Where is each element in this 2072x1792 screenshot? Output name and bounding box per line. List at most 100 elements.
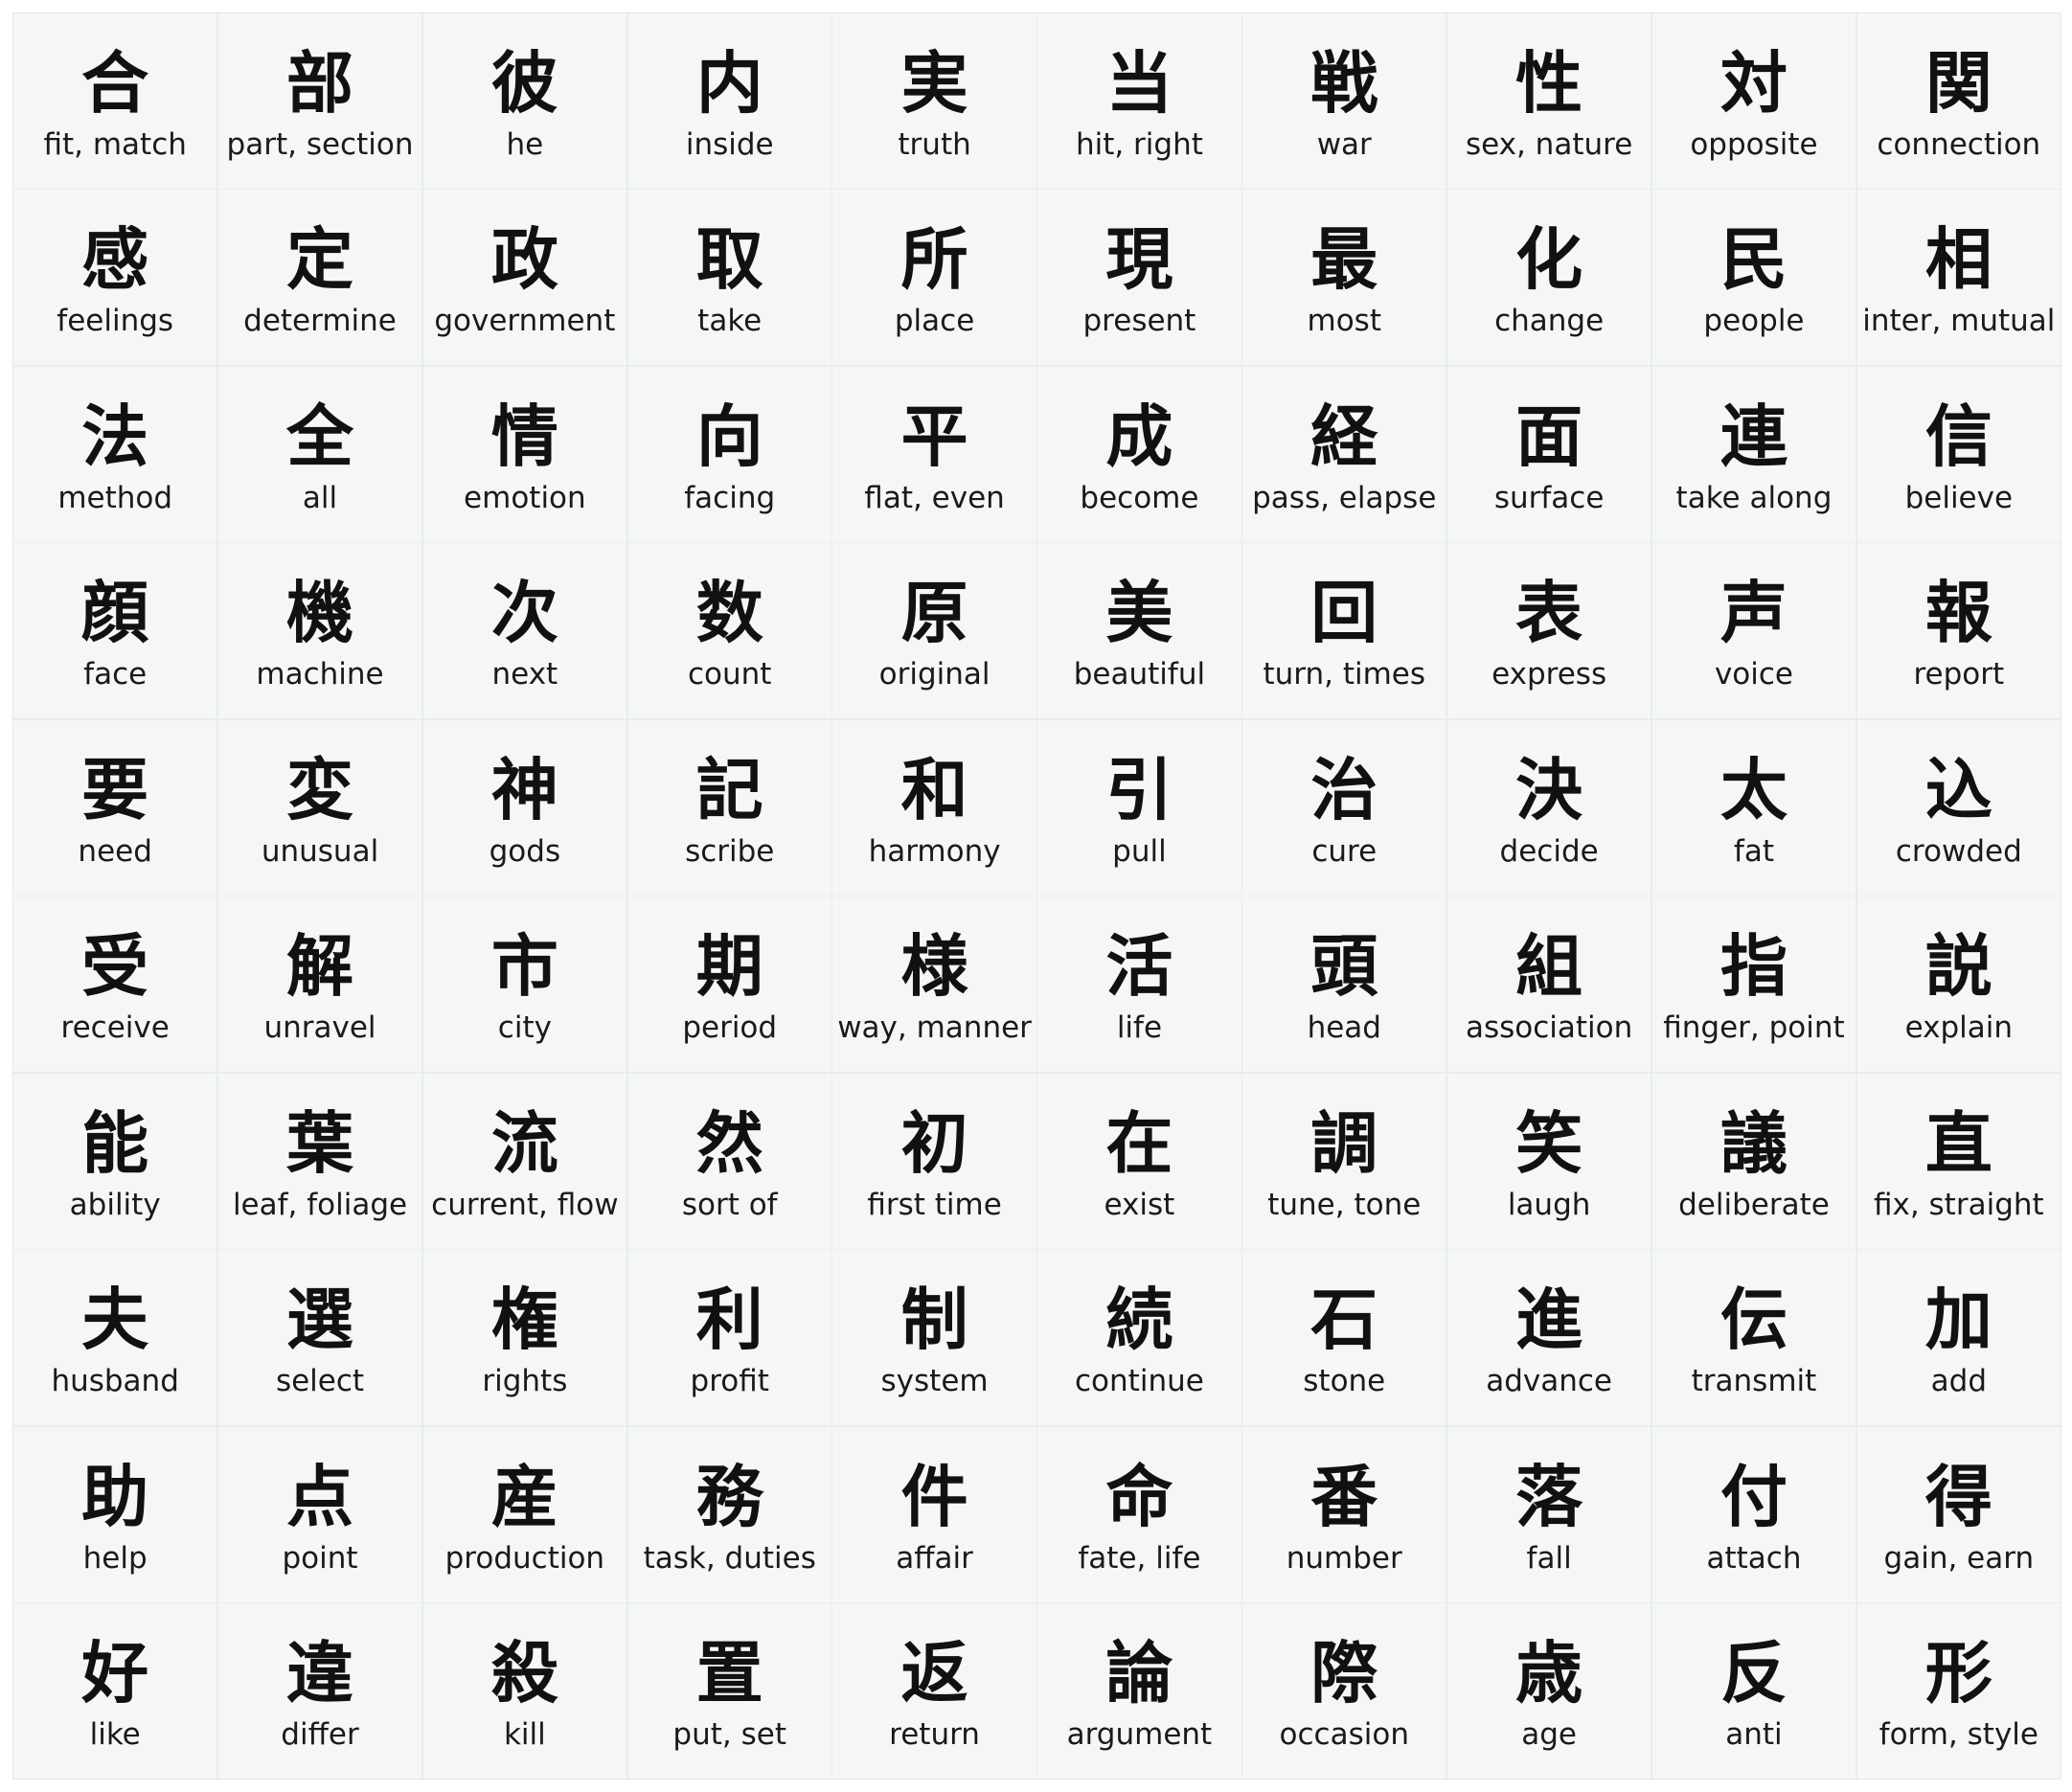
kanji-card: 関 connection [1856, 13, 2061, 189]
kanji-card: 彼 he [422, 13, 627, 189]
kanji-card: 変 unusual [217, 719, 422, 896]
kanji-meaning: argument [1066, 1717, 1213, 1753]
kanji-meaning: help [82, 1540, 148, 1576]
kanji-character: 要 [81, 750, 149, 829]
kanji-card: 頭 head [1242, 896, 1446, 1073]
kanji-meaning: explain [1904, 1010, 2014, 1046]
kanji-character: 際 [1310, 1634, 1378, 1713]
kanji-card: 部 part, section [217, 13, 422, 189]
kanji-meaning: association [1465, 1010, 1633, 1046]
kanji-character: 返 [900, 1634, 968, 1713]
kanji-card: 政 government [422, 190, 627, 366]
kanji-card: 顔 face [13, 543, 217, 719]
kanji-card: 現 present [1037, 190, 1241, 366]
kanji-card: 指 finger, point [1651, 896, 1856, 1073]
kanji-card: 治 cure [1242, 719, 1446, 896]
kanji-meaning: system [880, 1364, 989, 1399]
kanji-character: 情 [490, 397, 558, 476]
kanji-character: 助 [81, 1457, 149, 1536]
kanji-card: 加 add [1856, 1250, 2061, 1426]
kanji-card: 殺 kill [422, 1603, 627, 1779]
kanji-character: 機 [286, 574, 354, 653]
kanji-meaning: current, flow [431, 1187, 619, 1222]
kanji-meaning: first time [867, 1187, 1002, 1222]
kanji-meaning: part, section [226, 127, 414, 162]
kanji-character: 向 [695, 397, 763, 476]
kanji-card: 神 gods [422, 719, 627, 896]
kanji-meaning: affair [896, 1540, 973, 1576]
kanji-character: 次 [490, 574, 558, 653]
kanji-card: 歳 age [1446, 1603, 1651, 1779]
kanji-card: 定 determine [217, 190, 422, 366]
kanji-character: 顔 [81, 574, 149, 653]
kanji-card: 美 beautiful [1037, 543, 1241, 719]
kanji-card: 当 hit, right [1037, 13, 1241, 189]
kanji-card: 回 turn, times [1242, 543, 1446, 719]
kanji-card: 成 become [1037, 366, 1241, 542]
kanji-meaning: task, duties [643, 1540, 816, 1576]
kanji-card: 情 emotion [422, 366, 627, 542]
kanji-meaning: inside [685, 127, 774, 162]
kanji-card: 受 receive [13, 896, 217, 1073]
kanji-card: 落 fall [1446, 1426, 1651, 1602]
kanji-meaning: gods [489, 833, 561, 869]
kanji-meaning: fix, straight [1873, 1187, 2044, 1222]
kanji-character: 決 [1515, 750, 1583, 829]
kanji-character: 経 [1310, 397, 1378, 476]
kanji-card: 性 sex, nature [1446, 13, 1651, 189]
kanji-meaning: emotion [464, 480, 586, 515]
kanji-meaning: put, set [672, 1717, 786, 1753]
kanji-character: 回 [1310, 574, 1378, 653]
kanji-character: 産 [490, 1457, 558, 1536]
kanji-character: 連 [1719, 397, 1787, 476]
kanji-character: 活 [1105, 927, 1173, 1007]
kanji-meaning: surface [1493, 480, 1605, 515]
kanji-character: 表 [1515, 574, 1583, 653]
kanji-character: 葉 [286, 1103, 354, 1183]
kanji-meaning: laugh [1507, 1187, 1591, 1222]
kanji-meaning: advance [1486, 1364, 1612, 1399]
kanji-meaning: believe [1904, 480, 2014, 515]
kanji-character: 当 [1105, 44, 1173, 123]
kanji-meaning: way, manner [837, 1010, 1032, 1046]
kanji-character: 引 [1105, 750, 1173, 829]
kanji-character: 命 [1105, 1457, 1173, 1536]
kanji-character: 石 [1310, 1281, 1378, 1360]
kanji-card: 面 surface [1446, 366, 1651, 542]
kanji-meaning: stone [1303, 1364, 1386, 1399]
kanji-character: 最 [1310, 220, 1378, 300]
kanji-character: 治 [1310, 750, 1378, 829]
kanji-card: 際 occasion [1242, 1603, 1446, 1779]
kanji-meaning: change [1494, 304, 1605, 339]
kanji-meaning: truth [898, 127, 971, 162]
kanji-card: 在 exist [1037, 1073, 1241, 1249]
kanji-card: 議 deliberate [1651, 1073, 1856, 1249]
kanji-character: 直 [1924, 1103, 1992, 1183]
kanji-meaning: fate, life [1078, 1540, 1201, 1576]
kanji-card: 市 city [422, 896, 627, 1073]
kanji-meaning: pull [1112, 833, 1167, 869]
kanji-character: 受 [81, 927, 149, 1007]
kanji-meaning: city [497, 1010, 552, 1046]
kanji-character: 頭 [1310, 927, 1378, 1007]
kanji-meaning: report [1913, 657, 2005, 692]
kanji-card: 調 tune, tone [1242, 1073, 1446, 1249]
kanji-meaning: original [878, 657, 990, 692]
kanji-card: 好 like [13, 1603, 217, 1779]
kanji-card: 返 return [832, 1603, 1036, 1779]
kanji-card: 要 need [13, 719, 217, 896]
kanji-card: 付 attach [1651, 1426, 1856, 1602]
kanji-meaning: differ [281, 1717, 359, 1753]
kanji-card: 命 fate, life [1037, 1426, 1241, 1602]
kanji-character: 成 [1105, 397, 1173, 476]
kanji-meaning: fat [1733, 833, 1774, 869]
kanji-character: 民 [1719, 220, 1787, 300]
kanji-character: 置 [695, 1634, 763, 1713]
kanji-meaning: receive [60, 1010, 170, 1046]
kanji-card: 形 form, style [1856, 1603, 2061, 1779]
kanji-card: 化 change [1446, 190, 1651, 366]
kanji-character: 進 [1515, 1281, 1583, 1360]
kanji-character: 声 [1719, 574, 1787, 653]
kanji-meaning: present [1082, 304, 1196, 339]
kanji-meaning: life [1116, 1010, 1163, 1046]
